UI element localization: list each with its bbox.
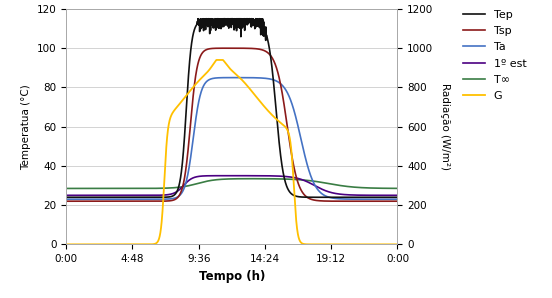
T∞ [224, 177, 231, 181]
Tep [224, 23, 231, 27]
Ta [394, 198, 401, 201]
1º est [63, 193, 70, 197]
T∞ [248, 177, 255, 181]
G [394, 243, 401, 246]
T∞ [394, 187, 401, 190]
Tsp [385, 199, 391, 203]
Tep [385, 195, 391, 199]
Ta [385, 198, 391, 201]
Line: Tep: Tep [66, 19, 397, 197]
Y-axis label: Temperatua (°C): Temperatua (°C) [21, 84, 31, 170]
T∞ [63, 187, 70, 190]
T∞ [215, 178, 222, 181]
Line: T∞: T∞ [66, 179, 397, 188]
1º est [80, 193, 87, 197]
T∞ [324, 181, 331, 185]
T∞ [385, 187, 391, 190]
Tsp [394, 199, 401, 203]
G [80, 243, 87, 246]
Y-axis label: Radiação (W/m²): Radiação (W/m²) [440, 83, 450, 170]
X-axis label: Tempo (h): Tempo (h) [199, 270, 265, 283]
Ta [324, 195, 331, 198]
Line: G: G [66, 60, 397, 244]
1º est [226, 174, 233, 178]
Tsp [324, 199, 331, 203]
G [385, 243, 391, 246]
Tep [63, 195, 70, 199]
Tsp [63, 199, 70, 203]
Tep [80, 195, 87, 199]
Ta [385, 198, 391, 201]
Ta [80, 198, 87, 201]
Tep [394, 195, 401, 199]
Legend: Tep, Tsp, Ta, 1º est, T∞, G: Tep, Tsp, Ta, 1º est, T∞, G [463, 10, 527, 101]
Tsp [80, 199, 87, 203]
G [215, 58, 222, 62]
1º est [215, 174, 222, 178]
Tep [385, 195, 391, 199]
Tep [195, 17, 201, 21]
Line: 1º est: 1º est [66, 176, 397, 195]
Tsp [225, 46, 232, 50]
T∞ [385, 187, 391, 190]
Tsp [215, 46, 222, 50]
G [324, 243, 331, 246]
Tsp [385, 199, 391, 203]
Tsp [224, 46, 231, 50]
G [213, 58, 220, 62]
1º est [394, 193, 401, 197]
Tep [324, 195, 331, 199]
Ta [230, 76, 237, 79]
T∞ [80, 187, 87, 190]
G [224, 64, 231, 67]
Line: Tsp: Tsp [66, 48, 397, 201]
1º est [385, 193, 391, 197]
G [385, 243, 391, 246]
1º est [385, 193, 391, 197]
Ta [63, 198, 70, 201]
1º est [224, 174, 231, 178]
1º est [324, 190, 331, 193]
Tep [215, 18, 222, 22]
Ta [215, 76, 222, 80]
Ta [224, 76, 231, 79]
G [63, 243, 70, 246]
Line: Ta: Ta [66, 77, 397, 199]
